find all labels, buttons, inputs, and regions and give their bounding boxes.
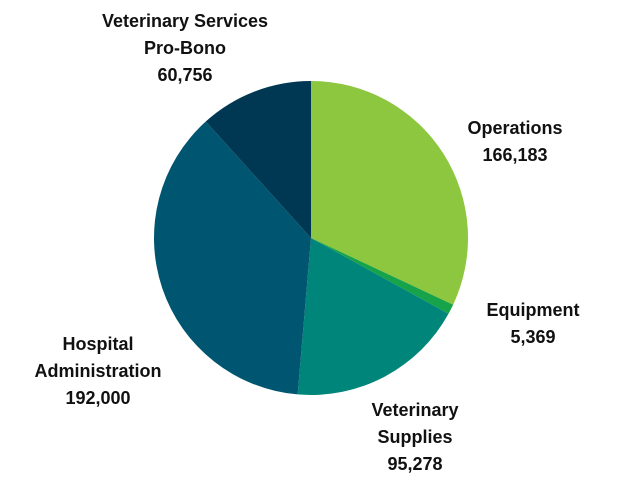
category-label: Veterinary Supplies bbox=[371, 400, 459, 447]
value-label: 95,278 bbox=[387, 454, 443, 474]
slice-label: Hospital Administration 192,000 bbox=[13, 331, 183, 412]
value-label: 192,000 bbox=[65, 388, 131, 408]
pie-slice bbox=[205, 81, 311, 238]
pie-slice bbox=[311, 81, 469, 305]
slice-label: Operations 166,183 bbox=[435, 115, 595, 169]
category-label: Equipment bbox=[486, 300, 580, 320]
value-label: 5,369 bbox=[510, 327, 556, 347]
category-label: Hospital Administration bbox=[34, 334, 162, 381]
pie-slice bbox=[311, 238, 454, 314]
category-label: Operations bbox=[467, 118, 563, 138]
category-label: Veterinary Services Pro-Bono bbox=[101, 11, 269, 58]
value-label: 60,756 bbox=[157, 65, 213, 85]
slice-label: Veterinary Services Pro-Bono 60,756 bbox=[98, 8, 273, 89]
slice-label: Veterinary Supplies 95,278 bbox=[350, 397, 480, 478]
value-label: 166,183 bbox=[482, 145, 548, 165]
slice-label: Equipment 5,369 bbox=[463, 297, 603, 351]
pie-slice bbox=[297, 238, 449, 395]
pie-slice bbox=[153, 121, 311, 395]
